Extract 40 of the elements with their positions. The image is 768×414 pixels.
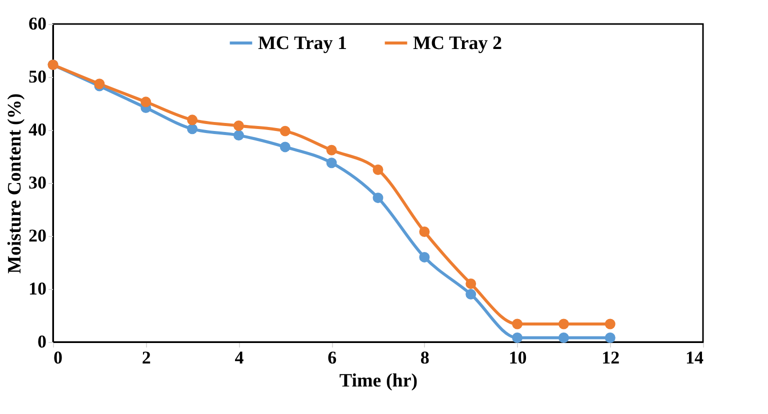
y-tick-label: 30 <box>28 172 46 192</box>
y-tick-label: 20 <box>28 226 46 246</box>
legend-label: MC Tray 1 <box>258 33 348 54</box>
legend-label: MC Tray 2 <box>413 33 502 54</box>
y-tick-label: 0 <box>38 332 46 352</box>
y-tick-label: 40 <box>28 120 46 140</box>
point <box>233 120 244 131</box>
point <box>326 144 337 156</box>
point <box>326 158 337 168</box>
point <box>233 130 244 141</box>
point <box>372 192 384 204</box>
point <box>512 318 523 330</box>
x-axis-title: Time (hr) <box>339 370 418 392</box>
point <box>280 142 290 152</box>
point <box>372 164 384 175</box>
point <box>187 114 198 126</box>
y-tick-label: 10 <box>28 278 46 298</box>
y-tick-label: 50 <box>28 66 46 86</box>
x-tick-label: 10 <box>508 348 527 368</box>
point <box>466 278 476 289</box>
x-tick-label: 0 <box>54 348 62 368</box>
point <box>466 289 476 300</box>
x-tick-label: 2 <box>142 348 151 368</box>
x-tick-label: 12 <box>602 348 620 368</box>
y-axis-title: Moisture Content (%) <box>4 93 26 274</box>
point <box>604 332 616 343</box>
x-tick-label: 4 <box>234 348 244 368</box>
x-tick-label: 8 <box>420 348 430 368</box>
point <box>419 252 430 262</box>
point <box>604 318 616 330</box>
point <box>558 318 569 330</box>
point <box>558 332 569 343</box>
point <box>419 226 430 237</box>
point <box>187 124 198 134</box>
point <box>280 126 290 136</box>
point <box>512 332 523 343</box>
x-tick-label: 14 <box>686 348 704 368</box>
x-tick-label: 6 <box>328 348 337 368</box>
point <box>140 96 152 108</box>
y-tick-label: 60 <box>28 14 46 34</box>
